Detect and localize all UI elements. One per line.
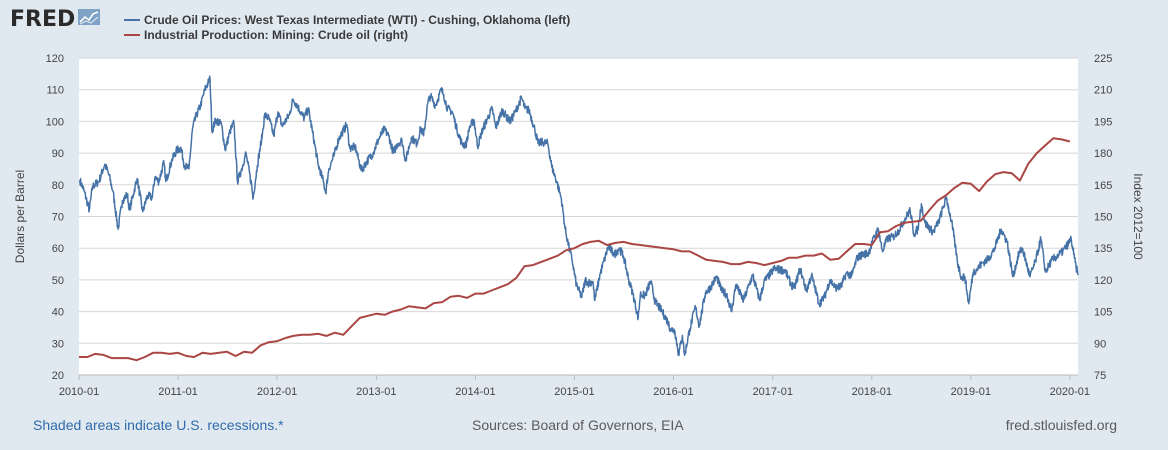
legend-label-wti: Crude Oil Prices: West Texas Intermediat… <box>144 12 571 27</box>
legend-swatch-wti <box>124 18 140 21</box>
legend-item-wti[interactable]: Crude Oil Prices: West Texas Intermediat… <box>124 12 570 27</box>
y-right-tick-label: 105 <box>1094 307 1112 319</box>
y-left-tick-label: 120 <box>46 53 64 65</box>
logo-text: FRED <box>10 7 76 32</box>
y-right-tick-label: 195 <box>1094 116 1112 128</box>
fred-graph-icon <box>78 9 101 30</box>
y-right-axis-title: Index 2012=100 <box>1131 173 1145 260</box>
y-left-tick-label: 70 <box>52 212 64 224</box>
x-tick-label: 2019-01 <box>951 386 991 398</box>
y-right-tick-label: 180 <box>1094 148 1112 160</box>
x-tick-label: 2017-01 <box>753 386 793 398</box>
production-series-line <box>79 137 1071 362</box>
y-right-tick-label: 150 <box>1094 212 1112 224</box>
x-tick-label: 2014-01 <box>455 386 495 398</box>
y-left-tick-label: 110 <box>46 85 64 97</box>
y-left-tick-label: 90 <box>52 148 64 160</box>
y-left-tick-label: 80 <box>52 180 64 192</box>
y-left-tick-label: 40 <box>52 307 64 319</box>
fred-logo[interactable]: FRED <box>10 7 101 32</box>
y-left-tick-label: 100 <box>46 116 64 128</box>
y-right-tick-label: 165 <box>1094 180 1112 192</box>
x-tick-label: 2010-01 <box>59 386 99 398</box>
chart-legend: Crude Oil Prices: West Texas Intermediat… <box>124 12 570 42</box>
sources-text: Sources: Board of Governors, EIA <box>472 417 684 433</box>
y-right-tick-label: 225 <box>1094 53 1112 65</box>
x-tick-label: 2013-01 <box>356 386 396 398</box>
y-right-tick-label: 210 <box>1094 85 1112 97</box>
x-tick-label: 2012-01 <box>257 386 297 398</box>
x-tick-label: 2018-01 <box>852 386 892 398</box>
legend-label-production: Industrial Production: Mining: Crude oil… <box>144 27 408 42</box>
y-right-tick-label: 90 <box>1094 338 1106 350</box>
y-left-tick-label: 30 <box>52 338 64 350</box>
y-right-tick-label: 75 <box>1094 370 1106 382</box>
y-right-tick-label: 120 <box>1094 275 1112 287</box>
recessions-note-link[interactable]: Shaded areas indicate U.S. recessions.* <box>33 417 284 433</box>
legend-item-production[interactable]: Industrial Production: Mining: Crude oil… <box>124 27 570 42</box>
x-tick-label: 2016-01 <box>653 386 693 398</box>
y-left-tick-label: 50 <box>52 275 64 287</box>
x-tick-label: 2015-01 <box>554 386 594 398</box>
legend-swatch-production <box>124 33 140 36</box>
wti-series-line <box>79 75 1079 357</box>
y-left-tick-label: 60 <box>52 243 64 255</box>
x-tick-label: 2011-01 <box>158 386 198 398</box>
y-right-tick-label: 135 <box>1094 243 1112 255</box>
y-left-tick-label: 20 <box>52 370 64 382</box>
x-tick-label: 2020-01 <box>1050 386 1090 398</box>
site-link[interactable]: fred.stlouisfed.org <box>1005 417 1117 433</box>
y-left-axis-title: Dollars per Barrel <box>13 170 27 263</box>
